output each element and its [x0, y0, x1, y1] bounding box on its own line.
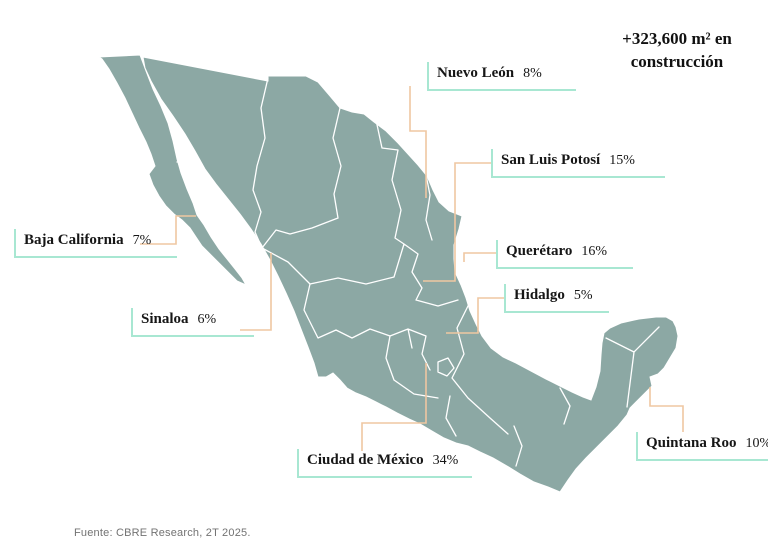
state-value: 10% — [745, 436, 768, 451]
state-name: Ciudad de México — [307, 452, 424, 468]
state-label-queretaro: Querétaro 16% — [496, 240, 634, 269]
source-note: Fuente: CBRE Research, 2T 2025. — [74, 527, 251, 539]
state-label-quintana-roo: Quintana Roo 10% — [636, 432, 768, 461]
state-label-sinaloa: Sinaloa 6% — [131, 308, 255, 337]
state-name: Baja California — [24, 232, 124, 248]
state-label-san-luis-potosi: San Luis Potosí 15% — [491, 149, 665, 178]
state-label-ciudad-de-mexico: Ciudad de México 34% — [297, 449, 473, 478]
leader-line-san-luis-potosi — [423, 162, 491, 282]
state-value: 15% — [609, 153, 635, 168]
state-borders — [176, 77, 660, 467]
state-name: Hidalgo — [514, 287, 565, 303]
state-value: 8% — [523, 66, 542, 81]
state-value: 16% — [581, 244, 608, 259]
leader-line-queretaro — [463, 252, 496, 262]
leader-line-baja-california — [140, 215, 196, 245]
state-value: 5% — [573, 288, 593, 303]
state-name: Quintana Roo — [646, 435, 737, 451]
state-value: 34% — [432, 453, 459, 468]
state-name: Nuevo León — [437, 65, 515, 81]
baja-peninsula-shape — [97, 54, 248, 287]
state-label-hidalgo: Hidalgo 5% — [504, 284, 609, 313]
state-label-nuevo-leon: Nuevo León 8% — [427, 62, 576, 91]
state-name: Sinaloa — [141, 311, 189, 327]
state-name: Querétaro — [506, 243, 573, 259]
leader-line-quintana-roo — [649, 387, 684, 432]
state-name: San Luis Potosí — [501, 152, 601, 168]
map-title: +323,600 m² en construcción — [622, 29, 732, 71]
mainland-shape — [142, 56, 679, 493]
leader-line-sinaloa — [240, 253, 272, 331]
state-value: 7% — [132, 233, 152, 248]
leader-line-nuevo-leon — [409, 86, 427, 198]
leader-line-ciudad-de-mexico — [361, 363, 427, 451]
state-value: 6% — [197, 312, 217, 327]
leader-line-hidalgo — [446, 297, 504, 334]
state-label-baja-california: Baja California 7% — [14, 229, 178, 258]
